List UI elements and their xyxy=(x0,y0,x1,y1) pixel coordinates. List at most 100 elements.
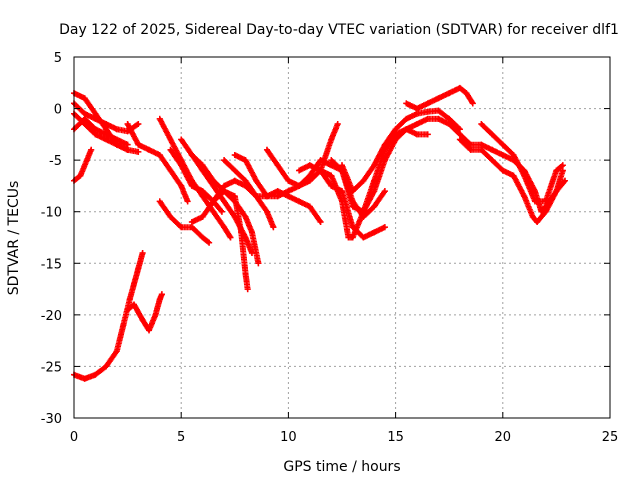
data-point xyxy=(167,213,174,220)
data-point xyxy=(92,131,99,138)
data-point xyxy=(403,126,410,133)
data-point xyxy=(103,126,110,133)
data-point xyxy=(139,249,146,256)
data-point xyxy=(334,121,341,128)
data-point xyxy=(317,167,324,174)
data-point xyxy=(120,322,127,329)
data-point xyxy=(424,131,431,138)
x-tick-label: 20 xyxy=(495,430,512,445)
axis-ticks: 0 5 10 15 20 25 -30 -25 -20 -15 -10 -5 0 5 xyxy=(41,51,619,445)
data-point xyxy=(124,306,131,313)
data-point xyxy=(285,193,292,200)
data-point xyxy=(199,213,206,220)
data-point xyxy=(167,136,174,143)
data-point xyxy=(255,260,262,267)
data-point xyxy=(510,172,517,179)
y-axis-label: SDTVAR / TECUs xyxy=(6,181,22,296)
data-point xyxy=(135,265,142,272)
x-tick-label: 10 xyxy=(280,430,297,445)
data-point xyxy=(446,115,453,122)
series-track-g xyxy=(156,115,234,241)
data-point xyxy=(553,167,560,174)
data-point xyxy=(156,115,163,122)
data-point xyxy=(478,121,485,128)
data-point xyxy=(103,121,110,128)
data-point xyxy=(499,141,506,148)
data-point xyxy=(113,136,120,143)
y-tick-label: -20 xyxy=(41,309,62,324)
data-point xyxy=(270,224,277,231)
data-point xyxy=(178,162,185,169)
data-point xyxy=(263,193,270,200)
data-point xyxy=(188,151,195,158)
data-point xyxy=(542,208,549,215)
data-point xyxy=(424,100,431,107)
data-point xyxy=(521,172,528,179)
data-point xyxy=(274,193,281,200)
data-point xyxy=(381,188,388,195)
data-point xyxy=(296,167,303,174)
data-point xyxy=(435,115,442,122)
data-point xyxy=(469,100,476,107)
data-point xyxy=(124,141,131,148)
y-tick-label: -5 xyxy=(49,154,62,169)
data-point xyxy=(124,121,131,128)
data-point xyxy=(360,234,367,241)
data-point xyxy=(499,167,506,174)
data-point xyxy=(81,375,88,382)
data-point xyxy=(403,100,410,107)
data-point xyxy=(446,121,453,128)
data-point xyxy=(242,213,249,220)
y-tick-label: -10 xyxy=(41,206,62,221)
data-point xyxy=(296,198,303,205)
data-point xyxy=(92,110,99,117)
data-point xyxy=(424,115,431,122)
data-point xyxy=(456,84,463,91)
data-point xyxy=(113,126,120,133)
data-point xyxy=(221,198,228,205)
data-point xyxy=(231,193,238,200)
data-point xyxy=(124,146,131,153)
data-point xyxy=(306,162,313,169)
data-point xyxy=(328,162,335,169)
data-point xyxy=(146,327,153,334)
data-point xyxy=(242,157,249,164)
data-point xyxy=(167,146,174,153)
x-tick-label: 25 xyxy=(602,430,619,445)
data-point xyxy=(221,182,228,189)
data-point xyxy=(531,198,538,205)
data-point xyxy=(534,219,541,226)
data-point xyxy=(435,95,442,102)
data-point xyxy=(489,131,496,138)
data-point xyxy=(81,121,88,128)
data-point xyxy=(199,188,206,195)
data-point xyxy=(463,90,470,97)
data-point xyxy=(158,291,165,298)
data-point xyxy=(371,203,378,210)
data-point xyxy=(499,151,506,158)
data-point xyxy=(88,146,95,153)
chart-title: Day 122 of 2025, Sidereal Day-to-day VTE… xyxy=(59,22,619,38)
data-point xyxy=(231,167,238,174)
data-point xyxy=(360,177,367,184)
data-point xyxy=(242,177,249,184)
data-point xyxy=(81,95,88,102)
data-point xyxy=(135,141,142,148)
data-point xyxy=(559,162,566,169)
data-point xyxy=(92,126,99,133)
data-point xyxy=(306,177,313,184)
data-point xyxy=(414,105,421,112)
data-point xyxy=(156,296,163,303)
data-point xyxy=(435,107,442,114)
data-point xyxy=(131,301,138,308)
data-point xyxy=(221,224,228,231)
data-point xyxy=(210,198,217,205)
series-track-u xyxy=(403,84,476,112)
data-point xyxy=(392,136,399,143)
plot-frame xyxy=(73,56,611,419)
data-point xyxy=(206,239,213,246)
data-point xyxy=(339,198,345,205)
data-point xyxy=(478,146,485,153)
